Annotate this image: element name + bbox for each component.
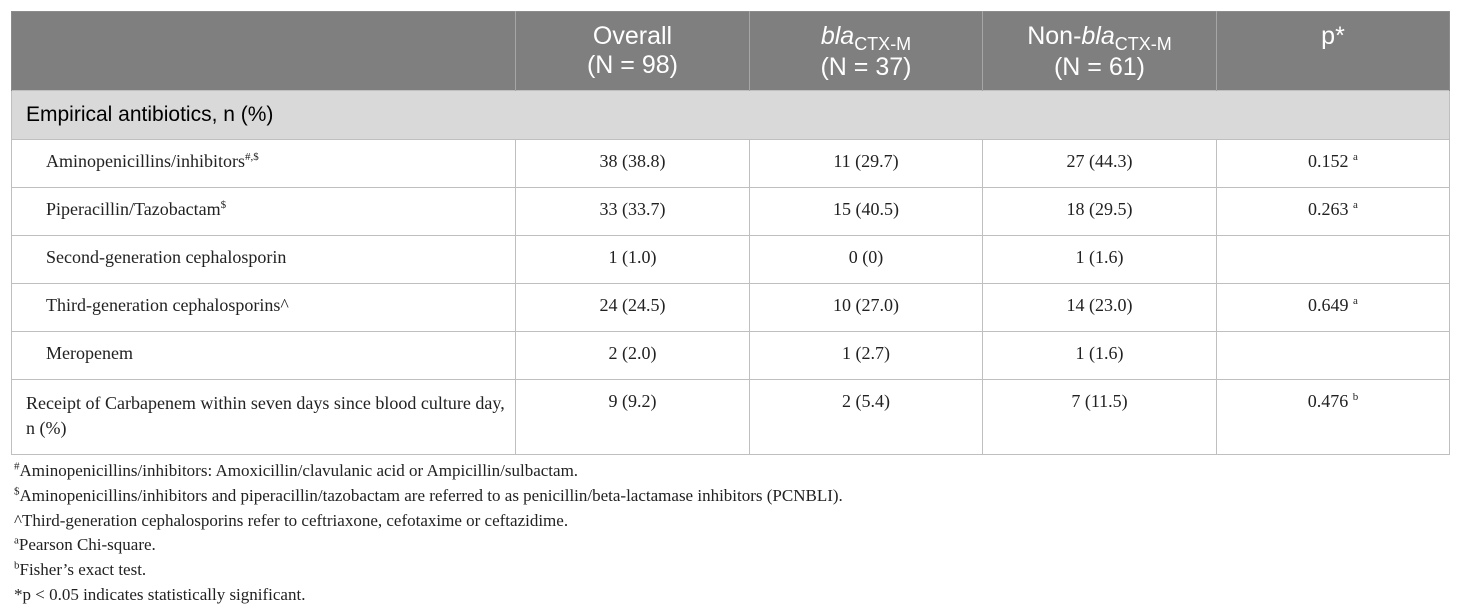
footnote-marker: a (14, 534, 19, 547)
cell-p: 0.476 b (1216, 379, 1450, 455)
header-bla: blaCTX-M (N = 37) (749, 11, 983, 91)
footnote-text: *p < 0.05 indicates statistically signif… (14, 584, 306, 604)
footnote-text: ^Third-generation cephalosporins refer t… (14, 510, 569, 530)
row-label-text: Aminopenicillins/inhibitors (46, 151, 245, 171)
table-row: Meropenem 2 (2.0) 1 (2.7) 1 (1.6) (11, 331, 1450, 380)
p-sup: a (1353, 199, 1358, 211)
row-label-sup: #,$ (245, 151, 259, 163)
cell-p (1216, 331, 1450, 380)
table-row: Aminopenicillins/inhibitors#,$ 38 (38.8)… (11, 139, 1450, 188)
footnote-text: Aminopenicillins/inhibitors: Amoxicillin… (19, 461, 579, 480)
p-sup: b (1352, 391, 1359, 403)
cell-nonbla: 7 (11.5) (982, 379, 1217, 455)
header-p: p* (1216, 11, 1450, 91)
cell-nonbla: 18 (29.5) (982, 187, 1217, 236)
cell-nonbla: 27 (44.3) (982, 139, 1217, 188)
footnote: bFisher’s exact test. (14, 558, 843, 583)
table-footnotes: #Aminopenicillins/inhibitors: Amoxicilli… (14, 459, 843, 608)
table-row: Receipt of Carbapenem within seven days … (11, 379, 1450, 455)
cell-p: 0.152 a (1216, 139, 1450, 188)
row-label-text: Second-generation cephalosporin (46, 247, 287, 267)
section-row: Empirical antibiotics, n (%) (11, 90, 1450, 140)
header-bla-italic: bla (820, 22, 855, 50)
cell-overall: 33 (33.7) (515, 187, 750, 236)
footnote: #Aminopenicillins/inhibitors: Amoxicilli… (14, 459, 843, 484)
header-overall-n: (N = 98) (586, 51, 678, 79)
p-value: 0.476 (1307, 391, 1349, 411)
p-value: 0.649 (1308, 295, 1349, 315)
p-sup: a (1353, 151, 1358, 163)
row-label: Meropenem (11, 331, 516, 380)
results-table: Overall (N = 98) blaCTX-M (N = 37) Non-b… (11, 11, 1450, 455)
footnote: $Aminopenicillins/inhibitors and piperac… (14, 484, 843, 509)
cell-bla: 1 (2.7) (749, 331, 983, 380)
header-nonbla-italic: bla (1081, 22, 1115, 50)
footnote-marker: b (14, 559, 20, 572)
section-label: Empirical antibiotics, n (%) (11, 90, 1450, 140)
cell-overall: 38 (38.8) (515, 139, 750, 188)
row-label-text: Receipt of Carbapenem within seven days … (26, 393, 505, 438)
row-label-sup: $ (220, 199, 227, 211)
footnote-marker: # (14, 460, 20, 473)
cell-p: 0.649 a (1216, 283, 1450, 332)
cell-nonbla: 1 (1.6) (982, 235, 1217, 284)
cell-bla: 2 (5.4) (749, 379, 983, 455)
p-value: 0.152 (1308, 151, 1349, 171)
cell-bla: 11 (29.7) (749, 139, 983, 188)
cell-overall: 1 (1.0) (515, 235, 750, 284)
header-nonbla-sub: CTX-M (1114, 34, 1172, 54)
cell-bla: 0 (0) (749, 235, 983, 284)
p-value: 0.263 (1308, 199, 1349, 219)
cell-bla: 15 (40.5) (749, 187, 983, 236)
header-nonbla-prefix: Non- (1027, 22, 1082, 50)
cell-nonbla: 14 (23.0) (982, 283, 1217, 332)
row-label: Receipt of Carbapenem within seven days … (11, 379, 516, 455)
header-nonbla-n: (N = 61) (1053, 53, 1145, 81)
row-label-text: Third-generation cephalosporins^ (46, 295, 289, 315)
footnote-text: Aminopenicillins/inhibitors and piperaci… (19, 485, 843, 505)
row-label: Aminopenicillins/inhibitors#,$ (11, 139, 516, 188)
header-overall: Overall (N = 98) (515, 11, 750, 91)
header-nonbla: Non-blaCTX-M (N = 61) (982, 11, 1217, 91)
results-table-container: Overall (N = 98) blaCTX-M (N = 37) Non-b… (11, 11, 1450, 455)
cell-overall: 2 (2.0) (515, 331, 750, 380)
footnote-marker: $ (14, 485, 20, 498)
footnote: aPearson Chi-square. (14, 533, 843, 558)
p-sup: a (1353, 295, 1358, 307)
cell-overall: 9 (9.2) (515, 379, 750, 455)
header-row: Overall (N = 98) blaCTX-M (N = 37) Non-b… (11, 11, 1450, 91)
header-blank (11, 11, 516, 91)
row-label: Third-generation cephalosporins^ (11, 283, 516, 332)
table-row: Piperacillin/Tazobactam$ 33 (33.7) 15 (4… (11, 187, 1450, 236)
header-bla-n: (N = 37) (820, 53, 912, 81)
header-bla-sub: CTX-M (854, 34, 912, 54)
header-overall-label: Overall (592, 22, 673, 50)
footnote-text: Pearson Chi-square. (18, 535, 156, 555)
cell-bla: 10 (27.0) (749, 283, 983, 332)
row-label: Piperacillin/Tazobactam$ (11, 187, 516, 236)
footnote: *p < 0.05 indicates statistically signif… (14, 583, 843, 608)
cell-p (1216, 235, 1450, 284)
row-label: Second-generation cephalosporin (11, 235, 516, 284)
table-row: Second-generation cephalosporin 1 (1.0) … (11, 235, 1450, 284)
cell-p: 0.263 a (1216, 187, 1450, 236)
footnote: ^Third-generation cephalosporins refer t… (14, 509, 843, 534)
row-label-text: Meropenem (46, 343, 133, 363)
row-label-text: Piperacillin/Tazobactam (46, 199, 221, 219)
table-row: Third-generation cephalosporins^ 24 (24.… (11, 283, 1450, 332)
cell-nonbla: 1 (1.6) (982, 331, 1217, 380)
cell-overall: 24 (24.5) (515, 283, 750, 332)
footnote-text: Fisher’s exact test. (19, 560, 147, 580)
